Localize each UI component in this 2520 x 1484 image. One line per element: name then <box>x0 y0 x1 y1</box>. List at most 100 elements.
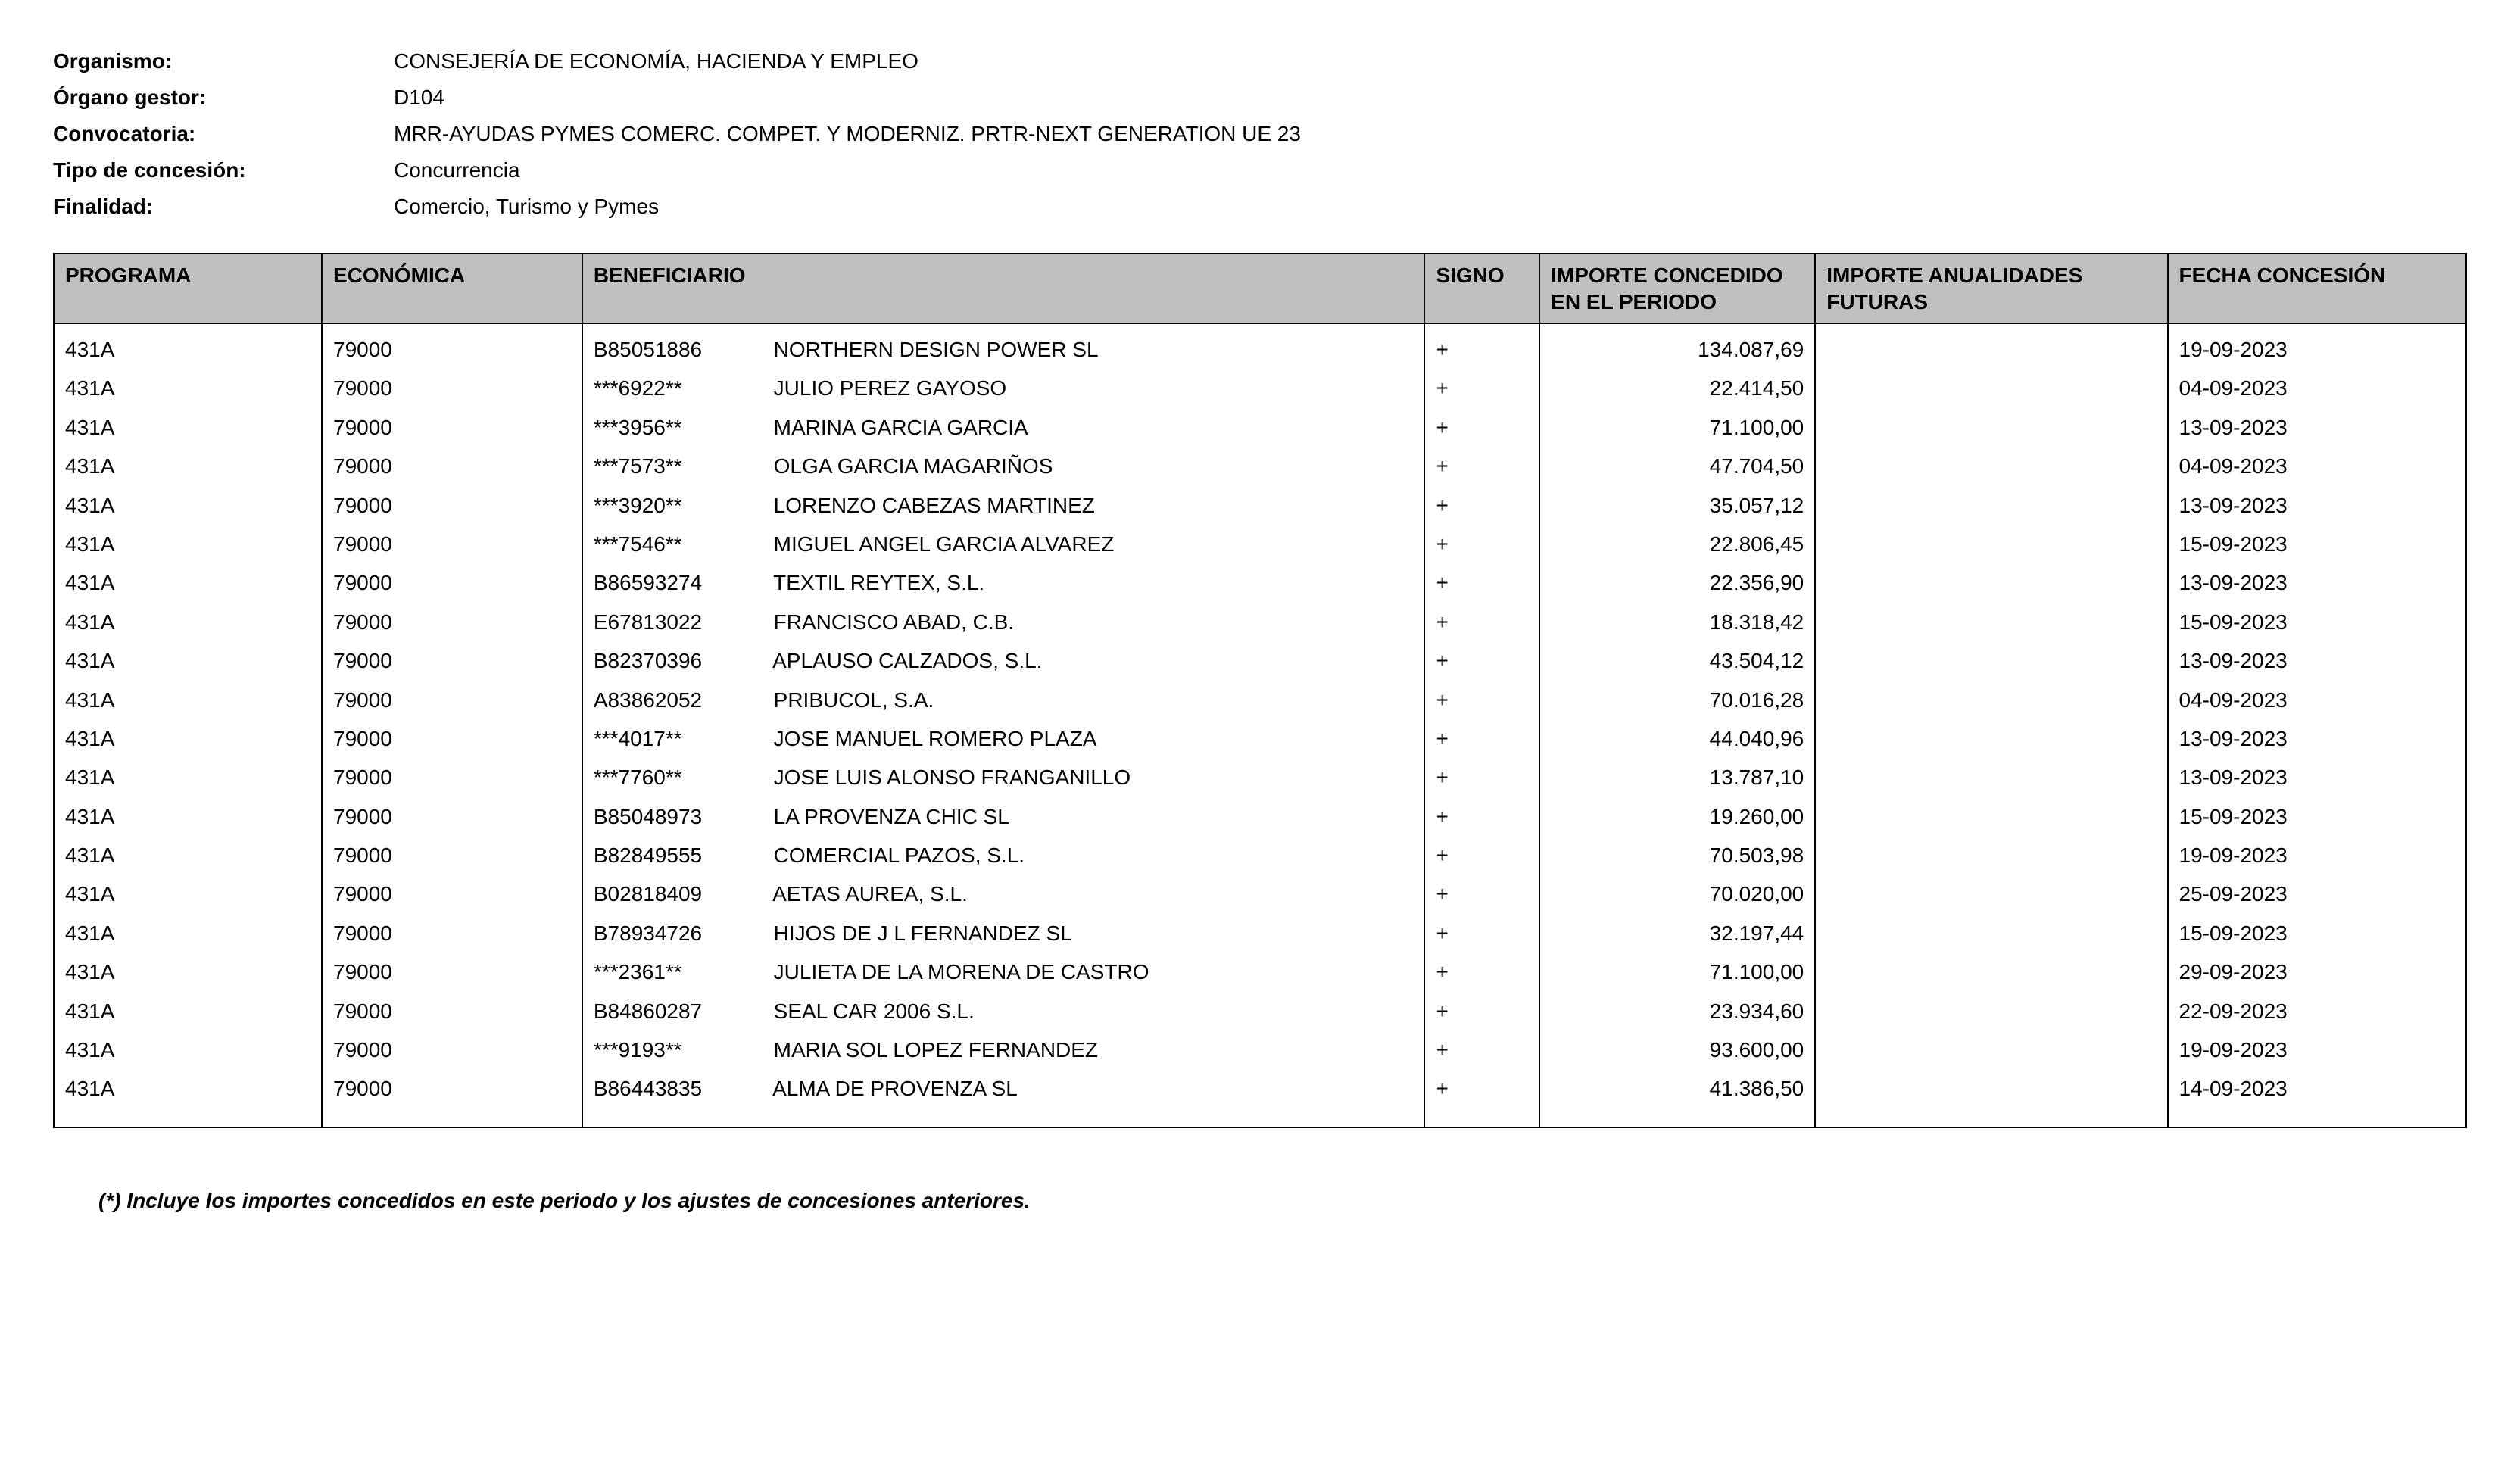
table-row: 431A79000B84860287 SEAL CAR 2006 S.L.+23… <box>54 992 2466 1030</box>
beneficiario-id: B86443835 <box>594 1072 768 1105</box>
th-signo: SIGNO <box>1424 254 1539 323</box>
table-row: 431A79000***4017** JOSE MANUEL ROMERO PL… <box>54 719 2466 758</box>
cell-fecha: 25-09-2023 <box>2168 874 2467 913</box>
beneficiario-name: NORTHERN DESIGN POWER SL <box>774 338 1099 361</box>
cell-beneficiario: E67813022 FRANCISCO ABAD, C.B. <box>582 603 1425 641</box>
cell-fecha: 04-09-2023 <box>2168 369 2467 407</box>
cell-futuras <box>1815 369 2167 407</box>
cell-importe: 35.057,12 <box>1539 486 1815 525</box>
beneficiario-name: JOSE MANUEL ROMERO PLAZA <box>774 727 1097 750</box>
cell-signo: + <box>1424 719 1539 758</box>
cell-signo: + <box>1424 323 1539 369</box>
beneficiario-id: B86593274 <box>594 566 768 599</box>
cell-economica: 79000 <box>322 563 582 602</box>
beneficiario-id: B82370396 <box>594 644 768 677</box>
cell-beneficiario: B86443835 ALMA DE PROVENZA SL <box>582 1069 1425 1127</box>
cell-importe: 93.600,00 <box>1539 1030 1815 1069</box>
cell-futuras <box>1815 603 2167 641</box>
cell-importe: 22.356,90 <box>1539 563 1815 602</box>
cell-signo: + <box>1424 992 1539 1030</box>
beneficiario-id: ***7760** <box>594 761 768 793</box>
cell-importe: 22.806,45 <box>1539 525 1815 563</box>
cell-futuras <box>1815 836 2167 874</box>
cell-beneficiario: ***4017** JOSE MANUEL ROMERO PLAZA <box>582 719 1425 758</box>
meta-label-convocatoria: Convocatoria: <box>53 118 394 150</box>
cell-programa: 431A <box>54 603 322 641</box>
cell-economica: 79000 <box>322 952 582 991</box>
cell-futuras <box>1815 992 2167 1030</box>
beneficiario-id: B02818409 <box>594 878 768 910</box>
table-header-row: PROGRAMA ECONÓMICA BENEFICIARIO SIGNO IM… <box>54 254 2466 323</box>
table-row: 431A79000***7573** OLGA GARCIA MAGARIÑOS… <box>54 447 2466 485</box>
cell-beneficiario: ***9193** MARIA SOL LOPEZ FERNANDEZ <box>582 1030 1425 1069</box>
cell-economica: 79000 <box>322 836 582 874</box>
cell-programa: 431A <box>54 408 322 447</box>
cell-beneficiario: B86593274 TEXTIL REYTEX, S.L. <box>582 563 1425 602</box>
cell-signo: + <box>1424 797 1539 836</box>
beneficiario-id: E67813022 <box>594 606 768 638</box>
table-row: 431A79000***6922** JULIO PEREZ GAYOSO+22… <box>54 369 2466 407</box>
cell-futuras <box>1815 641 2167 680</box>
cell-importe: 70.503,98 <box>1539 836 1815 874</box>
meta-label-organismo: Organismo: <box>53 45 394 77</box>
table-row: 431A79000B78934726 HIJOS DE J L FERNANDE… <box>54 914 2466 952</box>
beneficiario-name: HIJOS DE J L FERNANDEZ SL <box>774 921 1072 945</box>
cell-futuras <box>1815 758 2167 797</box>
cell-economica: 79000 <box>322 525 582 563</box>
cell-futuras <box>1815 323 2167 369</box>
cell-fecha: 15-09-2023 <box>2168 914 2467 952</box>
th-economica: ECONÓMICA <box>322 254 582 323</box>
cell-importe: 134.087,69 <box>1539 323 1815 369</box>
cell-futuras <box>1815 408 2167 447</box>
beneficiario-id: ***4017** <box>594 722 768 755</box>
cell-programa: 431A <box>54 1030 322 1069</box>
meta-row-finalidad: Finalidad: Comercio, Turismo y Pymes <box>53 191 2467 223</box>
cell-programa: 431A <box>54 992 322 1030</box>
cell-programa: 431A <box>54 952 322 991</box>
table-row: 431A79000B86593274 TEXTIL REYTEX, S.L.+2… <box>54 563 2466 602</box>
beneficiario-name: JOSE LUIS ALONSO FRANGANILLO <box>774 765 1131 789</box>
cell-fecha: 15-09-2023 <box>2168 797 2467 836</box>
cell-economica: 79000 <box>322 603 582 641</box>
cell-fecha: 04-09-2023 <box>2168 447 2467 485</box>
cell-signo: + <box>1424 603 1539 641</box>
cell-economica: 79000 <box>322 486 582 525</box>
cell-programa: 431A <box>54 1069 322 1127</box>
cell-beneficiario: B84860287 SEAL CAR 2006 S.L. <box>582 992 1425 1030</box>
table-row: 431A79000***9193** MARIA SOL LOPEZ FERNA… <box>54 1030 2466 1069</box>
cell-signo: + <box>1424 836 1539 874</box>
beneficiario-id: B84860287 <box>594 995 768 1027</box>
cell-economica: 79000 <box>322 914 582 952</box>
beneficiario-name: TEXTIL REYTEX, S.L. <box>773 571 984 594</box>
table-row: 431A79000B82370396 APLAUSO CALZADOS, S.L… <box>54 641 2466 680</box>
cell-signo: + <box>1424 369 1539 407</box>
cell-fecha: 13-09-2023 <box>2168 641 2467 680</box>
cell-beneficiario: B02818409 AETAS AUREA, S.L. <box>582 874 1425 913</box>
th-programa: PROGRAMA <box>54 254 322 323</box>
beneficiario-id: ***3920** <box>594 489 768 522</box>
cell-fecha: 15-09-2023 <box>2168 603 2467 641</box>
cell-beneficiario: ***2361** JULIETA DE LA MORENA DE CASTRO <box>582 952 1425 991</box>
cell-futuras <box>1815 797 2167 836</box>
cell-beneficiario: ***7573** OLGA GARCIA MAGARIÑOS <box>582 447 1425 485</box>
table-row: 431A79000B02818409 AETAS AUREA, S.L.+70.… <box>54 874 2466 913</box>
cell-signo: + <box>1424 914 1539 952</box>
cell-importe: 22.414,50 <box>1539 369 1815 407</box>
th-importe: IMPORTE CONCEDIDO EN EL PERIODO <box>1539 254 1815 323</box>
cell-economica: 79000 <box>322 323 582 369</box>
cell-programa: 431A <box>54 323 322 369</box>
cell-signo: + <box>1424 525 1539 563</box>
table-row: 431A79000***2361** JULIETA DE LA MORENA … <box>54 952 2466 991</box>
beneficiario-name: OLGA GARCIA MAGARIÑOS <box>774 454 1053 478</box>
cell-fecha: 19-09-2023 <box>2168 1030 2467 1069</box>
table-head: PROGRAMA ECONÓMICA BENEFICIARIO SIGNO IM… <box>54 254 2466 323</box>
meta-block: Organismo: CONSEJERÍA DE ECONOMÍA, HACIE… <box>53 45 2467 223</box>
cell-fecha: 29-09-2023 <box>2168 952 2467 991</box>
cell-signo: + <box>1424 681 1539 719</box>
cell-importe: 71.100,00 <box>1539 408 1815 447</box>
beneficiario-id: A83862052 <box>594 684 768 716</box>
cell-signo: + <box>1424 1030 1539 1069</box>
cell-signo: + <box>1424 874 1539 913</box>
cell-economica: 79000 <box>322 1030 582 1069</box>
beneficiario-id: ***9193** <box>594 1034 768 1066</box>
